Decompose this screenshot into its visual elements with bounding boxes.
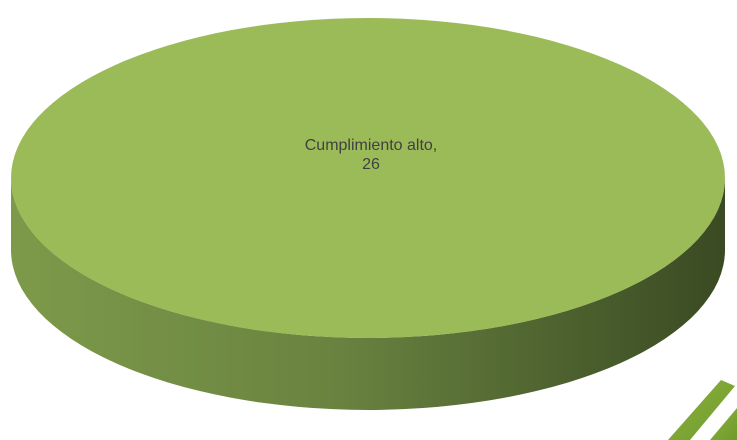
- slice-label: Cumplimiento alto, 26: [286, 136, 456, 174]
- pie-slice-side: [11, 178, 725, 410]
- pie-slice-cumplimiento-alto[interactable]: [11, 18, 725, 338]
- slice-label-name: Cumplimiento alto,: [304, 137, 438, 154]
- corner-stripe-2: [710, 408, 737, 440]
- corner-stripe: [668, 380, 735, 440]
- slice-label-value: 26: [362, 156, 380, 173]
